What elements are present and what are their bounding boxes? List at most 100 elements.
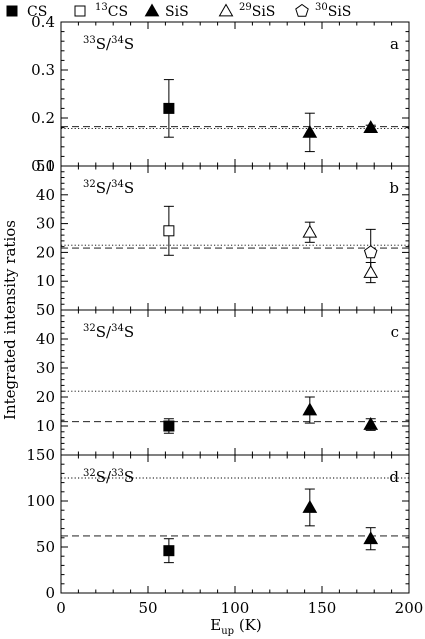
ratio-slash: /: [106, 468, 112, 486]
legend-label-species: CS: [108, 4, 128, 20]
ratio-num-element: S: [96, 468, 106, 486]
panel-label: b: [389, 179, 399, 197]
ratio-den-mass: 33: [111, 468, 124, 479]
ratio-num-mass: 32: [83, 179, 96, 190]
marker-filled-triangle: [302, 499, 318, 513]
legend-label-0: CS: [27, 4, 47, 20]
legend-item-1: 13CS: [74, 2, 128, 20]
y-tick-label: 0.1: [31, 157, 55, 175]
y-tick-label: 100: [26, 492, 55, 510]
legend-label-species: CS: [27, 4, 47, 20]
ratio-den-element: S: [124, 468, 134, 486]
open-pentagon-icon: [295, 3, 309, 17]
legend-label-species: SiS: [252, 4, 276, 20]
x-tick-label: 150: [308, 599, 337, 617]
marker-filled-triangle: [302, 124, 318, 138]
ratio-num-element: S: [96, 323, 106, 341]
x-tick-label: 0: [56, 599, 66, 617]
ratio-label: 32S/34S: [83, 323, 134, 341]
ratio-num-element: S: [96, 35, 106, 53]
ratio-num-mass: 32: [83, 323, 96, 334]
data-point-SiS: [363, 120, 379, 133]
panel-label: a: [390, 35, 399, 53]
y-tick-label: 150: [26, 446, 55, 464]
legend-label-species: SiS: [328, 4, 352, 20]
y-tick-label: 10: [36, 417, 55, 435]
marker-open-pentagon: [363, 245, 378, 259]
data-point-CS: [163, 418, 175, 434]
y-tick-label: 40: [36, 330, 55, 348]
legend-label-2: SiS: [165, 4, 189, 20]
legend-item-0: CS: [6, 4, 47, 20]
y-axis-title: Integrated intensity ratios: [1, 220, 19, 420]
legend-item-2: SiS: [144, 3, 189, 20]
marker-filled-square: [163, 102, 175, 114]
marker-filled-square: [163, 545, 175, 557]
ratio-label: 32S/34S: [83, 179, 134, 197]
y-tick-label: 50: [36, 157, 55, 175]
ratio-den-element: S: [124, 179, 134, 197]
ratio-den-mass: 34: [111, 179, 124, 190]
legend-label-species: SiS: [165, 4, 189, 20]
y-tick-label: 50: [36, 301, 55, 319]
y-tick-label: 30: [36, 215, 55, 233]
legend: CS 13CS SiS 29SiS 30SiS: [6, 2, 351, 20]
ratio-den-mass: 34: [111, 323, 124, 334]
legend-item-3: 29SiS: [218, 2, 275, 20]
y-tick-label: 10: [36, 272, 55, 290]
y-tick-label: 0.2: [31, 109, 55, 127]
x-tick-label: 50: [138, 599, 157, 617]
ratio-label: 32S/33S: [83, 468, 134, 486]
x-axis-title-main: E: [210, 616, 221, 634]
panel-label: d: [389, 468, 399, 486]
panel-label: c: [391, 323, 399, 341]
y-tick-label: 0: [45, 584, 55, 602]
ratio-num-mass: 32: [83, 468, 96, 479]
y-tick-label: 0.4: [31, 13, 55, 31]
filled-square-icon: [6, 5, 18, 17]
data-point-SiS: [302, 488, 318, 527]
data-point-29SiS: [302, 221, 318, 243]
marker-filled-triangle: [302, 402, 318, 416]
ratio-den-element: S: [124, 323, 134, 341]
y-tick-label: 30: [36, 359, 55, 377]
data-point-SiS: [302, 396, 318, 424]
marker-open-triangle: [302, 224, 318, 238]
marker-filled-triangle: [363, 120, 379, 133]
open-square-icon: [74, 5, 86, 17]
marker-open-triangle: [363, 265, 379, 278]
legend-label-3: 29SiS: [239, 2, 275, 20]
legend-label-isotope: 29: [239, 2, 252, 13]
data-point-SiS: [363, 417, 379, 431]
ratio-den-mass: 34: [111, 35, 124, 46]
y-tick-label: 0.3: [31, 61, 55, 79]
data-point-SiS: [302, 112, 318, 153]
marker-open-square: [163, 225, 175, 237]
y-tick-label: 40: [36, 186, 55, 204]
ratio-slash: /: [106, 179, 112, 197]
filled-triangle-icon: [144, 3, 160, 17]
marker-filled-triangle: [363, 417, 379, 430]
open-triangle-icon: [218, 3, 234, 17]
ratio-den-element: S: [124, 35, 134, 53]
y-tick-label: 20: [36, 243, 55, 261]
ratio-num-mass: 33: [83, 35, 96, 46]
ratio-slash: /: [106, 323, 112, 341]
legend-label-4: 30SiS: [315, 2, 351, 20]
ratio-num-element: S: [96, 179, 106, 197]
legend-label-isotope: 13: [95, 2, 108, 13]
x-axis-title-unit: (K): [234, 616, 262, 634]
marker-filled-square: [163, 420, 175, 432]
data-point-CS: [163, 79, 175, 138]
x-tick-label: 100: [221, 599, 250, 617]
legend-label-isotope: 30: [315, 2, 328, 13]
legend-label-1: 13CS: [95, 2, 128, 20]
data-point-CS: [163, 538, 175, 564]
x-tick-label: 200: [395, 599, 424, 617]
